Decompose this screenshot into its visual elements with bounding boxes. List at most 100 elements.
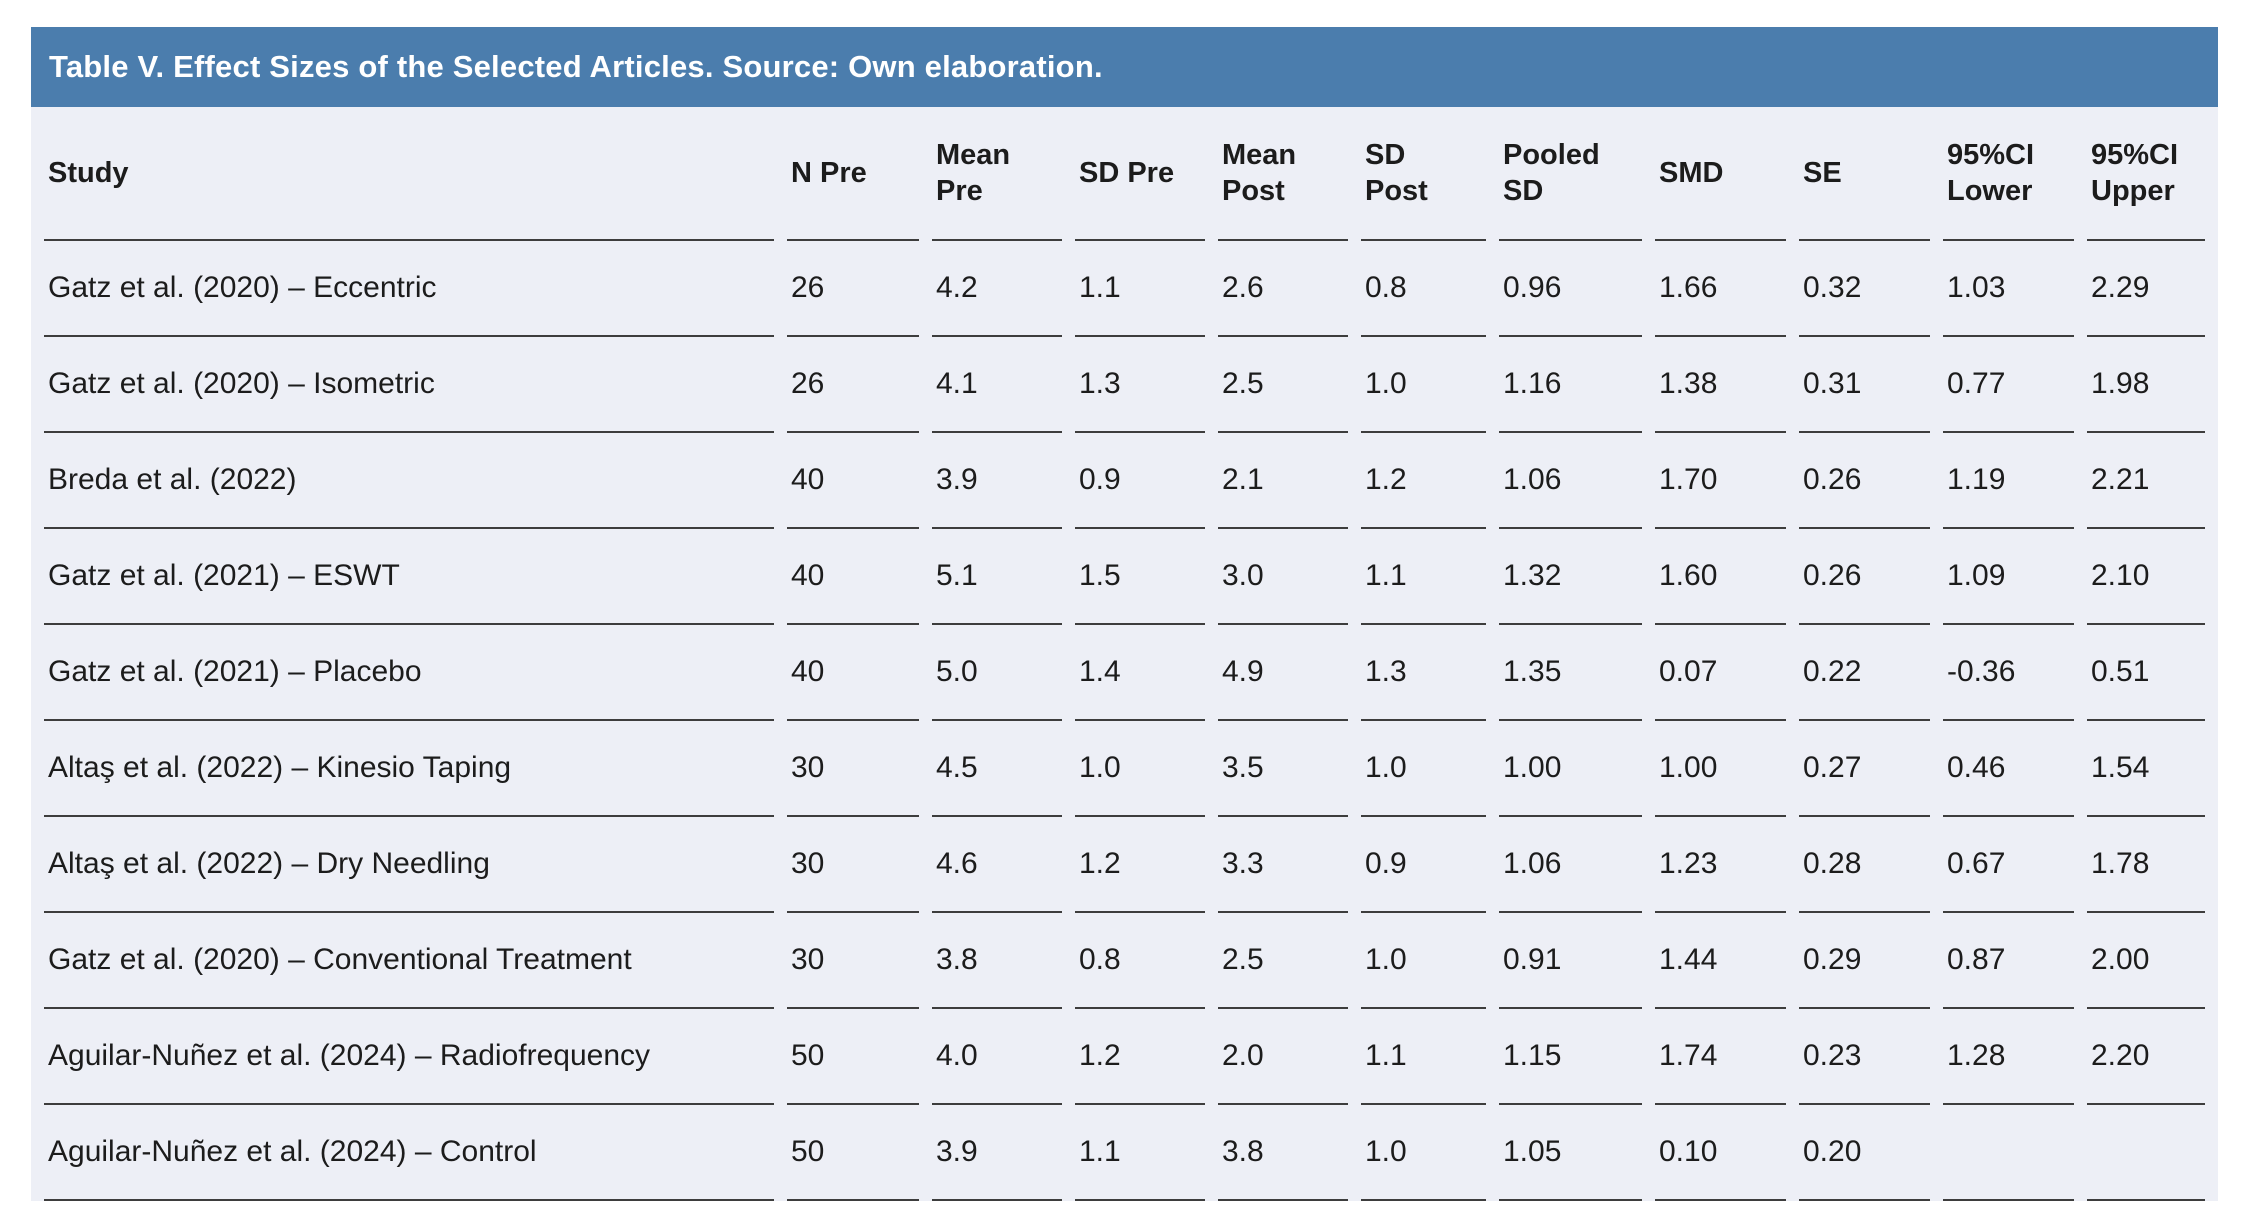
cell-sd-post: 1.1 bbox=[1361, 529, 1486, 625]
cell-se: 0.26 bbox=[1799, 529, 1930, 625]
header-row: Study N Pre Mean Pre SD Pre Mean Post SD… bbox=[44, 107, 2205, 241]
cell-mean-pre: 4.5 bbox=[932, 721, 1062, 817]
table-body: Gatz et al. (2020) – Eccentric 26 4.2 1.… bbox=[44, 241, 2205, 1201]
cell-se: 0.26 bbox=[1799, 433, 1930, 529]
cell-smd: 1.38 bbox=[1655, 337, 1786, 433]
cell-study: Altaş et al. (2022) – Kinesio Taping bbox=[44, 721, 774, 817]
cell-ci-upper bbox=[2087, 1105, 2205, 1201]
cell-sd-post: 1.2 bbox=[1361, 433, 1486, 529]
table-row: Gatz et al. (2020) – Eccentric 26 4.2 1.… bbox=[44, 241, 2205, 337]
cell-mean-post: 4.9 bbox=[1218, 625, 1348, 721]
cell-pooled-sd: 1.06 bbox=[1499, 817, 1642, 913]
cell-pooled-sd: 1.15 bbox=[1499, 1009, 1642, 1105]
cell-study: Gatz et al. (2020) – Eccentric bbox=[44, 241, 774, 337]
effect-sizes-table: Study N Pre Mean Pre SD Pre Mean Post SD… bbox=[31, 107, 2218, 1201]
col-header-pooled-sd: Pooled SD bbox=[1499, 107, 1642, 241]
cell-mean-post: 3.0 bbox=[1218, 529, 1348, 625]
cell-ci-lower bbox=[1943, 1105, 2074, 1201]
cell-mean-post: 3.8 bbox=[1218, 1105, 1348, 1201]
cell-pooled-sd: 1.35 bbox=[1499, 625, 1642, 721]
table-row: Aguilar-Nuñez et al. (2024) – Control 50… bbox=[44, 1105, 2205, 1201]
cell-n-pre: 50 bbox=[787, 1105, 919, 1201]
cell-n-pre: 30 bbox=[787, 721, 919, 817]
cell-ci-lower: 0.67 bbox=[1943, 817, 2074, 913]
cell-n-pre: 26 bbox=[787, 241, 919, 337]
cell-study: Aguilar-Nuñez et al. (2024) – Control bbox=[44, 1105, 774, 1201]
cell-mean-pre: 5.1 bbox=[932, 529, 1062, 625]
cell-n-pre: 50 bbox=[787, 1009, 919, 1105]
cell-pooled-sd: 1.06 bbox=[1499, 433, 1642, 529]
cell-se: 0.29 bbox=[1799, 913, 1930, 1009]
cell-sd-pre: 1.1 bbox=[1075, 1105, 1205, 1201]
cell-sd-post: 1.0 bbox=[1361, 913, 1486, 1009]
cell-sd-pre: 1.5 bbox=[1075, 529, 1205, 625]
table-row: Altaş et al. (2022) – Dry Needling 30 4.… bbox=[44, 817, 2205, 913]
cell-study: Altaş et al. (2022) – Dry Needling bbox=[44, 817, 774, 913]
cell-ci-lower: 1.28 bbox=[1943, 1009, 2074, 1105]
cell-ci-lower: 1.03 bbox=[1943, 241, 2074, 337]
cell-n-pre: 26 bbox=[787, 337, 919, 433]
cell-sd-pre: 1.1 bbox=[1075, 241, 1205, 337]
cell-n-pre: 30 bbox=[787, 913, 919, 1009]
cell-sd-pre: 0.8 bbox=[1075, 913, 1205, 1009]
cell-pooled-sd: 0.96 bbox=[1499, 241, 1642, 337]
cell-sd-post: 1.1 bbox=[1361, 1009, 1486, 1105]
cell-pooled-sd: 1.00 bbox=[1499, 721, 1642, 817]
cell-n-pre: 40 bbox=[787, 625, 919, 721]
cell-smd: 1.74 bbox=[1655, 1009, 1786, 1105]
table-row: Gatz et al. (2020) – Isometric 26 4.1 1.… bbox=[44, 337, 2205, 433]
cell-study: Gatz et al. (2020) – Isometric bbox=[44, 337, 774, 433]
cell-ci-upper: 1.78 bbox=[2087, 817, 2205, 913]
cell-smd: 1.70 bbox=[1655, 433, 1786, 529]
cell-ci-upper: 2.20 bbox=[2087, 1009, 2205, 1105]
table-caption: Table V. Effect Sizes of the Selected Ar… bbox=[31, 27, 2218, 107]
cell-sd-post: 1.0 bbox=[1361, 337, 1486, 433]
cell-mean-post: 2.6 bbox=[1218, 241, 1348, 337]
cell-se: 0.28 bbox=[1799, 817, 1930, 913]
cell-sd-pre: 1.4 bbox=[1075, 625, 1205, 721]
cell-smd: 1.66 bbox=[1655, 241, 1786, 337]
effect-sizes-table-card: Table V. Effect Sizes of the Selected Ar… bbox=[31, 27, 2218, 1201]
cell-sd-post: 1.0 bbox=[1361, 1105, 1486, 1201]
cell-study: Gatz et al. (2021) – ESWT bbox=[44, 529, 774, 625]
col-header-ci-lower: 95%CI Lower bbox=[1943, 107, 2074, 241]
cell-mean-pre: 3.8 bbox=[932, 913, 1062, 1009]
cell-ci-upper: 1.54 bbox=[2087, 721, 2205, 817]
col-header-se: SE bbox=[1799, 107, 1930, 241]
table-header: Study N Pre Mean Pre SD Pre Mean Post SD… bbox=[44, 107, 2205, 241]
cell-n-pre: 40 bbox=[787, 529, 919, 625]
cell-ci-lower: 1.09 bbox=[1943, 529, 2074, 625]
cell-mean-pre: 4.6 bbox=[932, 817, 1062, 913]
col-header-mean-post: Mean Post bbox=[1218, 107, 1348, 241]
cell-mean-pre: 4.1 bbox=[932, 337, 1062, 433]
cell-se: 0.27 bbox=[1799, 721, 1930, 817]
cell-study: Breda et al. (2022) bbox=[44, 433, 774, 529]
cell-mean-pre: 4.0 bbox=[932, 1009, 1062, 1105]
table-row: Gatz et al. (2021) – ESWT 40 5.1 1.5 3.0… bbox=[44, 529, 2205, 625]
cell-pooled-sd: 0.91 bbox=[1499, 913, 1642, 1009]
cell-sd-pre: 0.9 bbox=[1075, 433, 1205, 529]
cell-se: 0.32 bbox=[1799, 241, 1930, 337]
cell-ci-upper: 2.21 bbox=[2087, 433, 2205, 529]
cell-ci-upper: 2.00 bbox=[2087, 913, 2205, 1009]
col-header-ci-upper: 95%CI Upper bbox=[2087, 107, 2205, 241]
cell-se: 0.22 bbox=[1799, 625, 1930, 721]
cell-ci-lower: 1.19 bbox=[1943, 433, 2074, 529]
cell-ci-upper: 0.51 bbox=[2087, 625, 2205, 721]
table-row: Altaş et al. (2022) – Kinesio Taping 30 … bbox=[44, 721, 2205, 817]
table-row: Breda et al. (2022) 40 3.9 0.9 2.1 1.2 1… bbox=[44, 433, 2205, 529]
cell-sd-pre: 1.2 bbox=[1075, 1009, 1205, 1105]
cell-sd-post: 0.8 bbox=[1361, 241, 1486, 337]
cell-n-pre: 30 bbox=[787, 817, 919, 913]
cell-pooled-sd: 1.16 bbox=[1499, 337, 1642, 433]
cell-se: 0.20 bbox=[1799, 1105, 1930, 1201]
col-header-n-pre: N Pre bbox=[787, 107, 919, 241]
table-caption-text: Table V. Effect Sizes of the Selected Ar… bbox=[49, 49, 1103, 84]
cell-mean-pre: 4.2 bbox=[932, 241, 1062, 337]
cell-smd: 0.10 bbox=[1655, 1105, 1786, 1201]
cell-mean-post: 2.1 bbox=[1218, 433, 1348, 529]
cell-study: Gatz et al. (2020) – Conventional Treatm… bbox=[44, 913, 774, 1009]
cell-mean-post: 2.0 bbox=[1218, 1009, 1348, 1105]
cell-se: 0.23 bbox=[1799, 1009, 1930, 1105]
cell-ci-upper: 1.98 bbox=[2087, 337, 2205, 433]
